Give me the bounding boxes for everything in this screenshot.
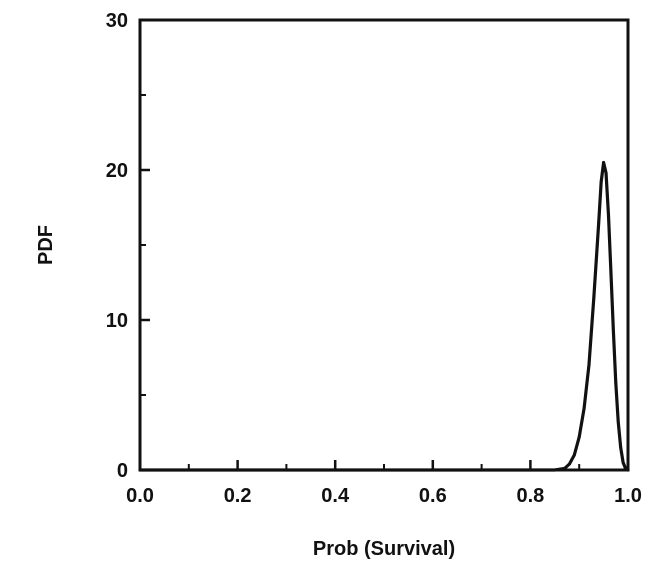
y-tick-label: 10 (106, 310, 128, 332)
axes (138, 18, 630, 472)
curve-point (333, 468, 337, 472)
curve-point (619, 446, 623, 449)
curve-point (607, 213, 610, 217)
curve-point (599, 180, 603, 184)
x-tick-label: 0.8 (516, 485, 544, 507)
curve-point (480, 468, 483, 472)
y-tick-label: 30 (106, 10, 128, 32)
curve-point (529, 468, 532, 472)
x-tick-label: 0.0 (126, 485, 154, 507)
curve-point (431, 468, 435, 472)
curve-layer (138, 160, 630, 472)
curve-point (563, 467, 566, 470)
plot-frame (138, 18, 630, 472)
curve-point (611, 329, 615, 332)
x-tick-label: 0.2 (224, 485, 252, 507)
y-axis-title: PDF (35, 225, 57, 265)
curve-point (382, 468, 386, 472)
x-tick-label: 0.4 (321, 485, 350, 507)
curve-point (624, 467, 627, 470)
curve-point (187, 468, 191, 472)
curve-point (236, 468, 240, 472)
pdf-curve (138, 160, 630, 472)
x-tick-label: 0.6 (419, 485, 447, 507)
curve-point (609, 270, 613, 274)
curve-point (285, 468, 288, 472)
x-tick-label: 1.0 (614, 485, 642, 507)
curve-point (572, 453, 576, 457)
x-axis-title: Prob (Survival) (313, 538, 455, 560)
y-tick-label: 0 (117, 460, 128, 482)
curve-point (592, 296, 596, 299)
curve-point (587, 363, 591, 367)
y-tick-label: 20 (106, 160, 128, 182)
curve-point (597, 221, 601, 224)
curve-point (626, 468, 630, 472)
curve-point (577, 435, 581, 439)
curve-point (582, 407, 586, 410)
curve-point (553, 468, 557, 472)
curve-point (602, 161, 605, 164)
curve-point (621, 461, 625, 464)
curve-point (138, 468, 142, 472)
curve-point (604, 171, 608, 175)
curve-point (614, 381, 618, 385)
curve-point (616, 420, 620, 424)
curve-point (568, 462, 571, 466)
ticks: 0.0 0.2 0.4 0.6 0.8 1.0 0 10 20 30 (106, 10, 642, 507)
